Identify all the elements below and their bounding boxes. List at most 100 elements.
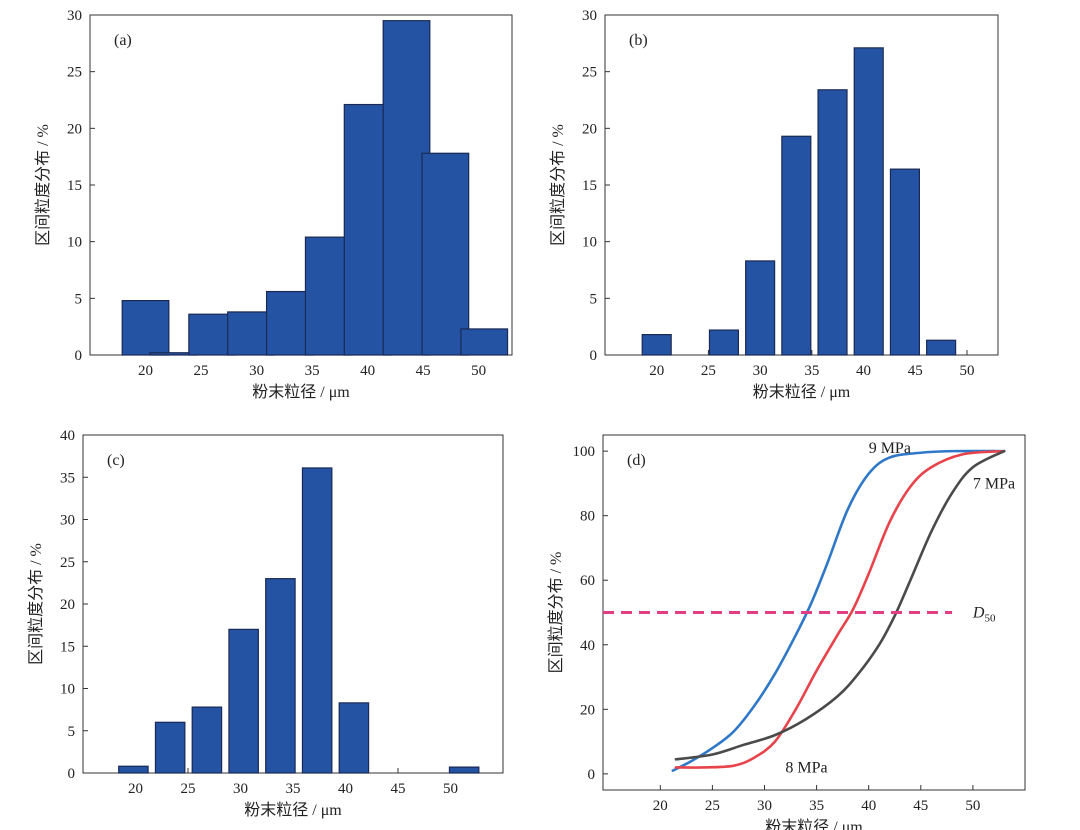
annotation-label: 7 MPa (973, 475, 1015, 492)
bar (641, 334, 672, 356)
y-tick-label: 20 (60, 597, 75, 613)
x-axis-label: 粉末粒径 / μm (252, 383, 350, 401)
bar (191, 706, 223, 774)
series-line-8-mpa (674, 449, 1006, 769)
y-tick-label: 25 (582, 65, 597, 81)
y-tick-label: 20 (580, 702, 595, 718)
y-tick-label: 10 (582, 235, 597, 251)
x-tick-label: 40 (338, 781, 353, 797)
y-tick-label: 10 (67, 235, 82, 251)
y-tick-label: 10 (60, 682, 75, 698)
series-line-9-mpa (671, 449, 1006, 772)
bar (265, 578, 296, 774)
x-tick-label: 40 (861, 798, 876, 814)
x-tick-label: 30 (757, 798, 772, 814)
bar (889, 168, 920, 356)
y-tick-label: 0 (590, 348, 598, 364)
y-tick-label: 100 (573, 444, 596, 460)
x-tick-label: 25 (705, 798, 720, 814)
bar (708, 329, 740, 356)
panel-label: (b) (629, 32, 648, 49)
x-tick-label: 50 (443, 781, 458, 797)
y-axis-label: 区间粒度分布 / % (27, 543, 45, 665)
bar (154, 721, 186, 774)
panel-b: 20 25 30 35 40 45 50 0 5 10 15 20 25 30 粉末粒径 / μm 区间粒度分… (549, 8, 999, 401)
y-tick-label: 5 (75, 291, 83, 307)
annotation-label: D50 (972, 605, 996, 625)
x-tick-label: 30 (249, 363, 264, 379)
y-tick-label: 40 (580, 638, 595, 654)
x-tick-label: 40 (360, 363, 375, 379)
x-tick-label: 25 (194, 363, 209, 379)
bar (421, 152, 470, 356)
bar (745, 260, 776, 356)
x-tick-label: 45 (908, 363, 923, 379)
y-tick-label: 0 (588, 767, 596, 783)
panel-d: 20 25 30 35 40 45 50 0 20 40 60 80 100 粉末粒径 / μm 区间粒度分… (547, 434, 1026, 830)
y-axis-label: 区间粒度分布 / % (34, 124, 52, 246)
x-tick-label: 20 (653, 798, 668, 814)
bar (228, 628, 259, 774)
y-tick-label: 0 (68, 766, 76, 782)
y-tick-label: 0 (75, 348, 83, 364)
y-tick-label: 5 (68, 724, 76, 740)
panel-label: (d) (627, 452, 646, 469)
x-tick-label: 30 (233, 781, 248, 797)
y-tick-label: 80 (580, 509, 595, 525)
bar (121, 300, 170, 356)
y-tick-label: 20 (67, 121, 82, 137)
bar (781, 135, 812, 356)
y-tick-label: 40 (60, 428, 75, 444)
y-tick-label: 60 (580, 573, 595, 589)
y-axis-label: 区间粒度分布 / % (547, 552, 565, 674)
x-tick-label: 35 (286, 781, 301, 797)
y-tick-label: 35 (60, 470, 75, 486)
x-tick-label: 20 (128, 781, 143, 797)
bar (460, 328, 509, 356)
x-tick-label: 50 (471, 363, 486, 379)
y-tick-label: 20 (582, 121, 597, 137)
panel-c: 20 25 30 35 40 45 50 0 5 10 15 20 25 30 35 40 粉末粒径 / μm 区… (27, 428, 504, 819)
bar (338, 702, 370, 774)
x-axis-label: 粉末粒径 / μm (753, 383, 851, 401)
annotation-text: D (972, 605, 985, 622)
panel-label: (a) (114, 32, 132, 49)
x-tick-label: 25 (701, 363, 716, 379)
x-tick-label: 45 (913, 798, 928, 814)
series-line-7-mpa (674, 449, 1006, 761)
x-axis-label: 粉末粒径 / μm (765, 818, 863, 830)
bar (301, 467, 333, 774)
y-tick-label: 5 (590, 291, 598, 307)
x-tick-label: 20 (649, 363, 664, 379)
y-tick-label: 15 (582, 178, 597, 194)
y-axis-label: 区间粒度分布 / % (549, 124, 567, 246)
panel-a: 20 25 30 35 40 45 50 0 5 10 15 20 25 30 粉末粒径 / μm 区间粒度分… (34, 8, 513, 401)
annotation-subscript: 50 (984, 613, 996, 625)
bar (448, 766, 480, 774)
x-tick-label: 50 (965, 798, 980, 814)
bar (926, 339, 957, 356)
x-tick-label: 40 (856, 363, 871, 379)
x-tick-label: 45 (416, 363, 431, 379)
x-tick-label: 35 (305, 363, 320, 379)
y-tick-label: 15 (60, 639, 75, 655)
bar (853, 47, 884, 356)
y-tick-label: 25 (60, 555, 75, 571)
y-tick-label: 15 (67, 178, 82, 194)
x-tick-label: 30 (753, 363, 768, 379)
x-tick-label: 45 (391, 781, 406, 797)
annotation-label: 8 MPa (785, 759, 827, 776)
x-axis-label: 粉末粒径 / μm (244, 801, 342, 819)
y-tick-label: 25 (67, 65, 82, 81)
x-tick-label: 25 (181, 781, 196, 797)
annotation-label: 9 MPa (869, 440, 911, 457)
x-tick-label: 50 (959, 363, 974, 379)
x-tick-label: 20 (138, 363, 153, 379)
x-tick-label: 35 (809, 798, 824, 814)
bar (118, 765, 149, 774)
x-tick-label: 35 (804, 363, 819, 379)
y-tick-label: 30 (582, 8, 597, 24)
bar (817, 89, 848, 356)
y-tick-label: 30 (67, 8, 82, 24)
